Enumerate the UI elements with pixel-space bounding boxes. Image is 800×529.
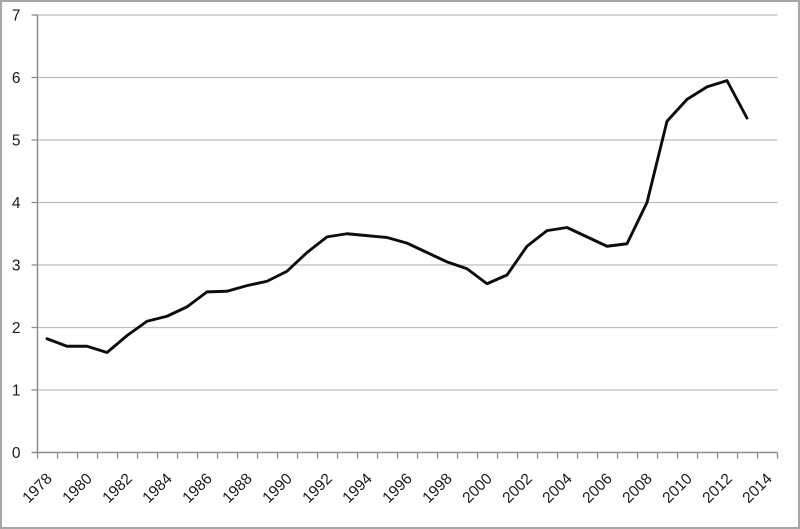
axis-labels-group: 0 1 2 3 4 5 6 7 1978 1980 1982 1984 1986 1988 1990 1992… [12,8,776,507]
y-tick-label: 3 [12,258,21,275]
x-tick-label: 2010 [659,470,696,507]
x-tick-label: 2014 [739,470,776,507]
x-tick-label: 1994 [339,470,376,507]
x-tick-label: 1998 [419,470,455,506]
x-tick-label: 2012 [699,470,735,506]
x-tick-label: 1982 [99,470,135,506]
x-tick-label: 1990 [259,470,296,507]
x-tick-label: 1988 [219,470,255,506]
x-tick-label: 1996 [379,470,415,506]
y-tick-label: 6 [12,70,21,87]
y-tick-label: 5 [12,133,21,150]
x-tick-label: 2008 [619,470,655,506]
y-tick-label: 0 [12,445,21,462]
y-tick-label: 4 [12,195,21,212]
axes-group [31,14,779,459]
y-tick-label: 1 [12,383,21,400]
x-tick-label: 2002 [499,470,535,506]
x-tick-label: 1980 [59,470,96,507]
x-tick-label: 1984 [139,470,176,507]
x-tick-label: 1992 [299,470,335,506]
gridlines-group [37,14,778,391]
x-tick-label: 1978 [19,470,55,506]
x-tick-label: 2004 [539,470,576,507]
x-tick-label: 2000 [459,470,496,507]
y-tick-label: 2 [12,320,21,337]
x-tick-label: 1986 [179,470,215,506]
data-series-line [45,79,749,354]
y-tick-label: 7 [12,8,21,25]
x-tick-label: 2006 [579,470,615,506]
data-series-group [45,79,749,354]
